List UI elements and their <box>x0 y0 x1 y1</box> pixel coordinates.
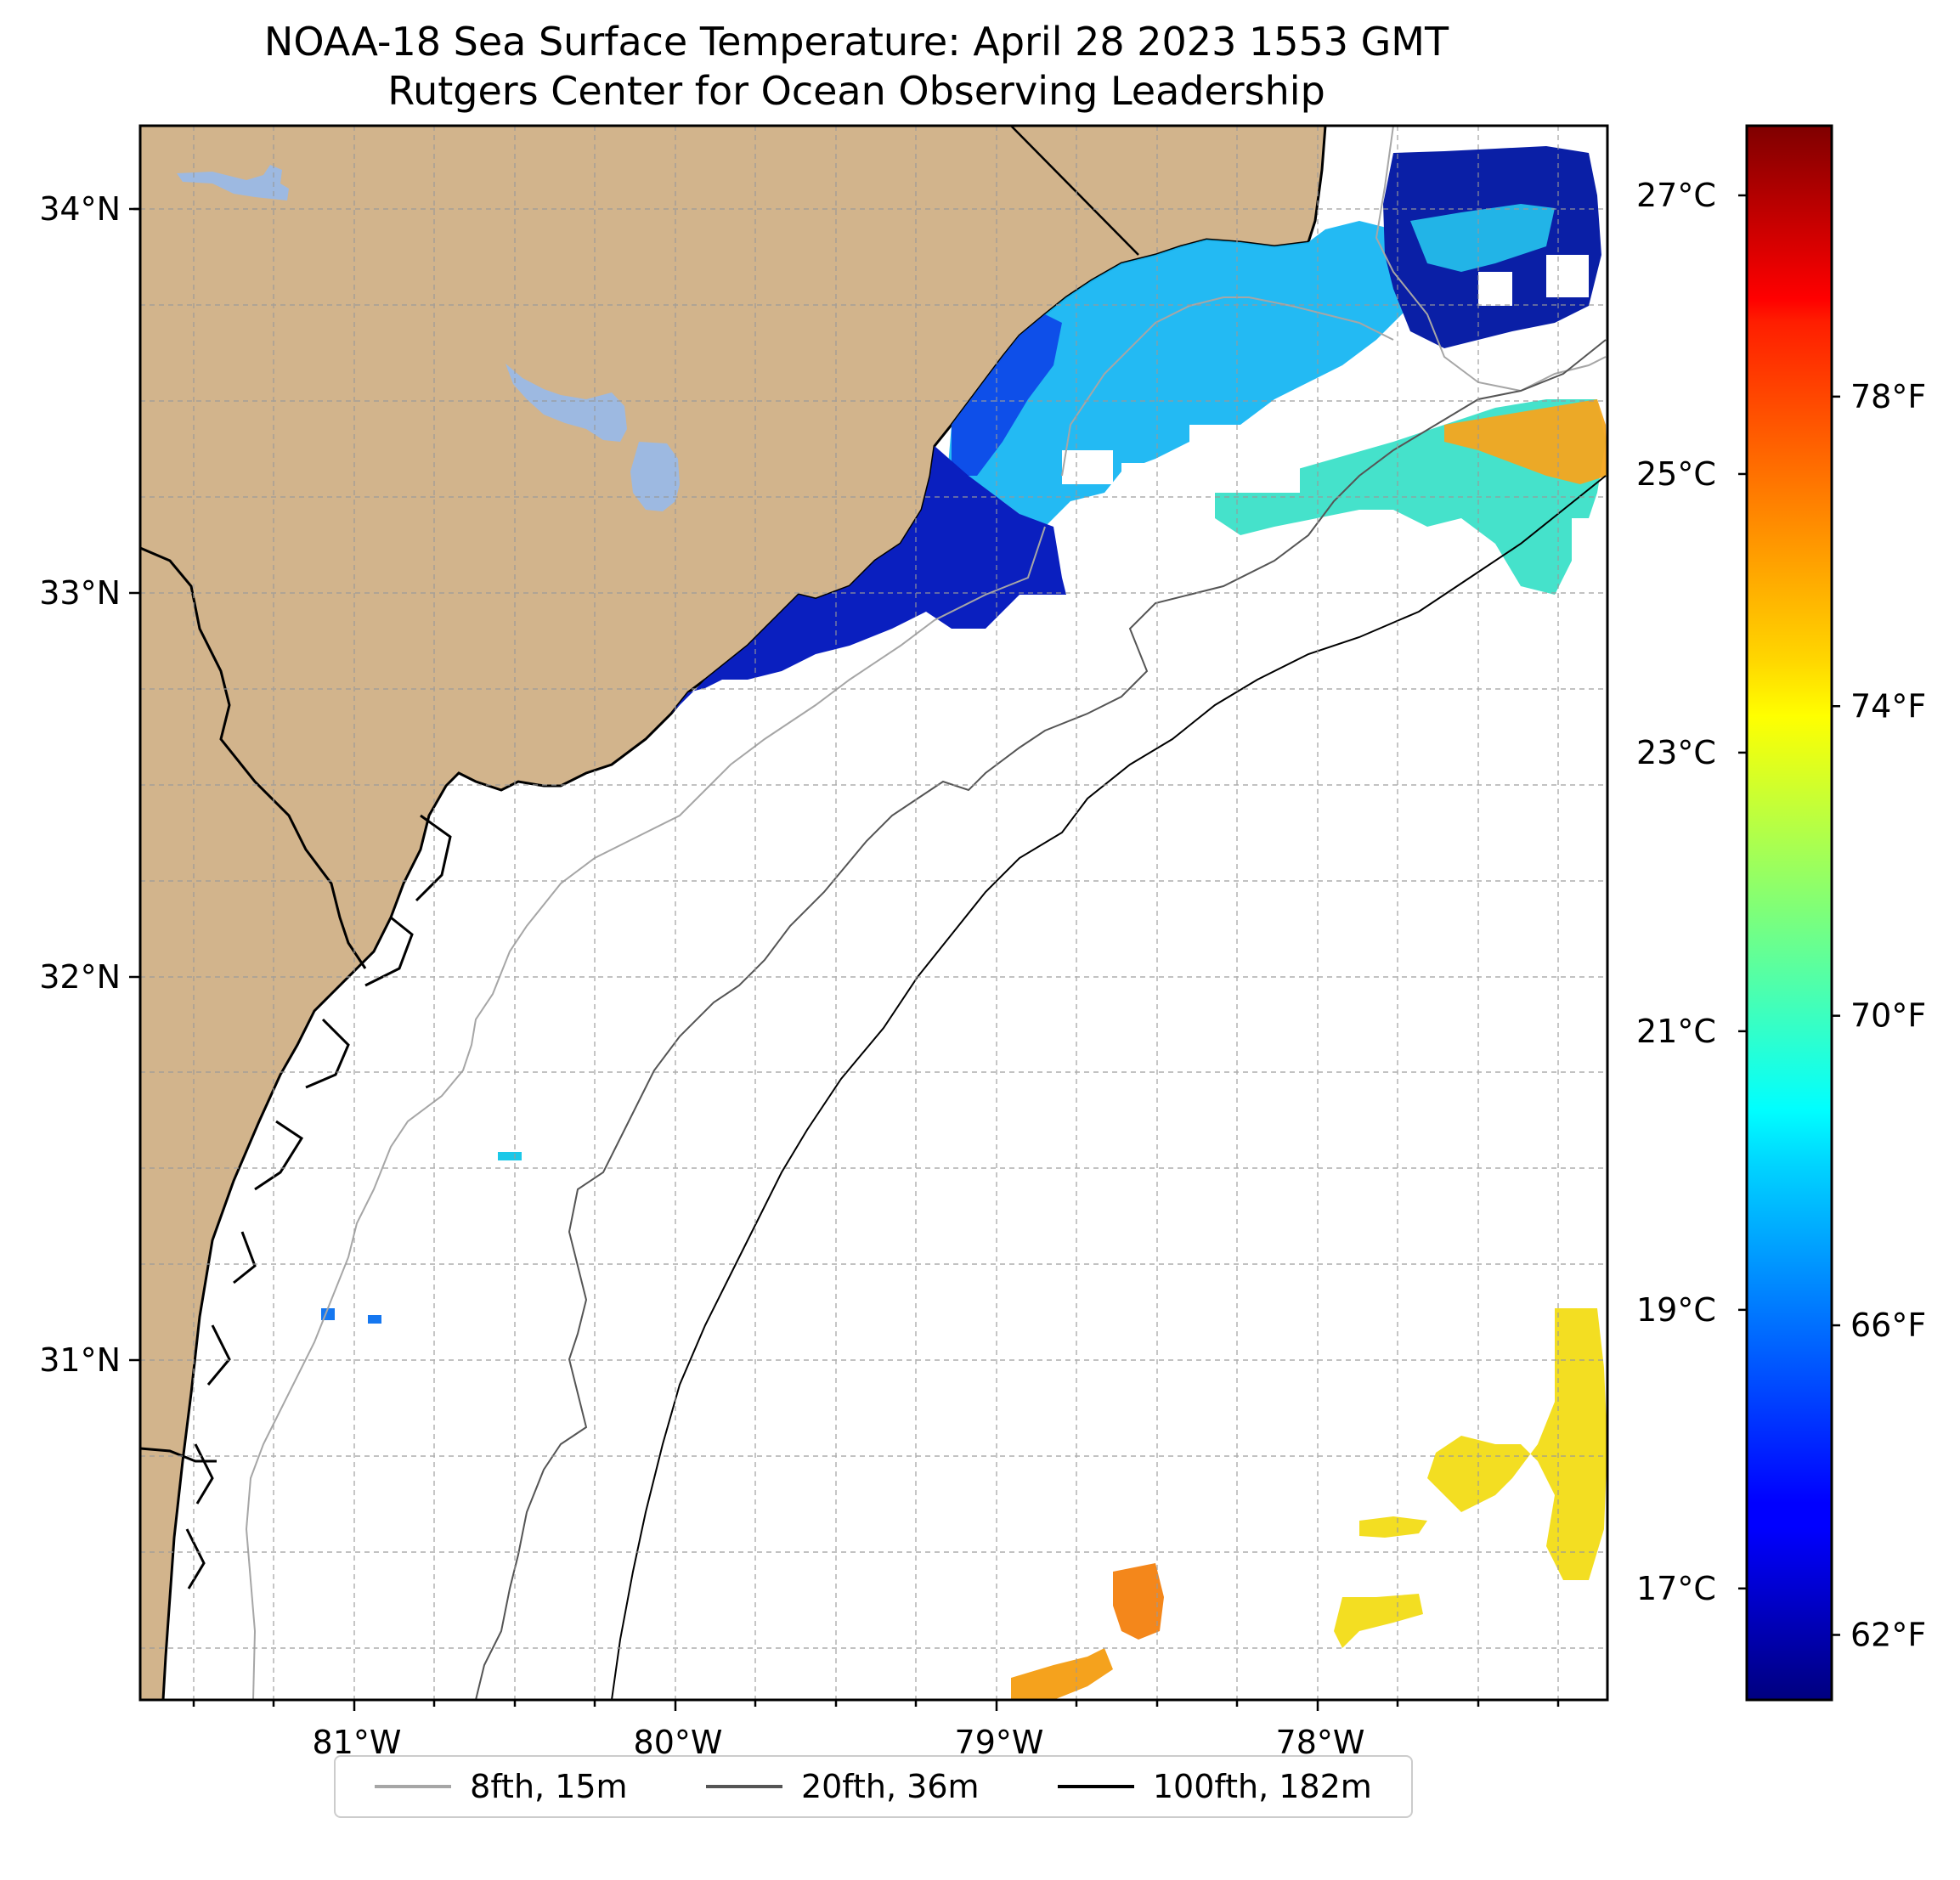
sst-patch-gulf-stream <box>1444 399 1607 484</box>
colorbar-celsius-label: 27°C <box>1636 177 1716 214</box>
map-area <box>129 124 1609 1711</box>
colorbar-fahrenheit-label: 66°F <box>1850 1307 1926 1344</box>
lat-tick-label: 33°N <box>39 574 121 612</box>
lon-tick-label: 79°W <box>955 1724 1044 1761</box>
legend-item-20fth: 20fth, 36m <box>705 1768 980 1805</box>
gridlines <box>140 126 1607 1700</box>
bathymetry-contours <box>245 126 1607 1700</box>
lat-tick-label: 34°N <box>39 190 121 228</box>
map-frame <box>138 124 1609 1702</box>
state-border <box>1010 126 1139 256</box>
lon-tick-label: 80°W <box>634 1724 723 1761</box>
sst-patch-southeast <box>1427 1308 1607 1580</box>
colorbar-celsius-axis: 17°C 19°C 21°C 23°C 25°C 27°C <box>1636 177 1747 1607</box>
lat-tick-labels: 34°N 33°N 32°N 31°N <box>39 190 121 1379</box>
lon-tick-label: 81°W <box>313 1724 402 1761</box>
cloud-gaps <box>1062 255 1606 561</box>
colorbar-fahrenheit-label: 74°F <box>1850 687 1926 725</box>
land-mass <box>140 126 1325 1700</box>
legend: 8fth, 15m 20fth, 36m 100fth, 182m <box>334 1755 1413 1818</box>
colorbar-gradient <box>1745 124 1833 1702</box>
lon-tick-labels: 81°W 80°W 79°W 78°W <box>313 1724 1365 1761</box>
sst-patch-near-80-5w <box>498 1152 522 1160</box>
lake-marion <box>506 364 627 442</box>
tick-marks <box>129 207 1560 1711</box>
sst-patch-east-small <box>1334 1516 1427 1648</box>
legend-label: 8fth, 15m <box>470 1768 628 1805</box>
chart-title: NOAA-18 Sea Surface Temperature: April 2… <box>263 19 1449 65</box>
sst-patch-south-orange <box>1113 1563 1164 1640</box>
colorbar-celsius-label: 21°C <box>1636 1013 1716 1050</box>
legend-swatch <box>705 1785 782 1788</box>
colorbar-fahrenheit-label: 78°F <box>1850 378 1926 415</box>
contour-182m <box>611 475 1607 1700</box>
colorbar-celsius-label: 17°C <box>1636 1570 1716 1607</box>
sst-patch-charleston <box>671 446 1066 714</box>
lake-moultrie <box>630 442 680 511</box>
lon-tick-label: 78°W <box>1276 1724 1365 1761</box>
legend-item-100fth: 100fth, 182m <box>1057 1768 1372 1805</box>
sst-patches <box>321 146 1607 1700</box>
colorbar-celsius-label: 25°C <box>1636 455 1716 493</box>
lake-top <box>177 165 289 200</box>
sst-patch-south-small <box>1011 1648 1113 1700</box>
legend-swatch <box>1057 1785 1134 1788</box>
contour-36m <box>475 339 1607 1700</box>
lat-tick-label: 31°N <box>39 1341 121 1379</box>
colorbar-fahrenheit-label: 62°F <box>1850 1616 1926 1653</box>
sst-patch-long-bay-dark <box>952 314 1062 476</box>
colorbar: 17°C 19°C 21°C 23°C 25°C 27°C 62°F 66°F 70°F 74°… <box>1636 124 1926 1702</box>
sst-patch-near-81w-b <box>368 1315 381 1324</box>
colorbar-fahrenheit-axis: 62°F 66°F 70°F 74°F 78°F <box>1832 378 1926 1653</box>
legend-label: 100fth, 182m <box>1152 1768 1372 1805</box>
colorbar-fahrenheit-label: 70°F <box>1850 997 1926 1035</box>
colorbar-celsius-label: 19°C <box>1636 1291 1716 1329</box>
legend-label: 20fth, 36m <box>800 1768 980 1805</box>
legend-swatch <box>375 1785 452 1788</box>
legend-item-8fth: 8fth, 15m <box>375 1768 628 1805</box>
barrier-islands <box>185 814 452 1589</box>
chart-subtitle: Rutgers Center for Ocean Observing Leade… <box>387 68 1325 114</box>
colorbar-celsius-label: 23°C <box>1636 734 1716 771</box>
lat-tick-label: 32°N <box>39 958 121 996</box>
sst-patch-offshore-cyan <box>1410 204 1555 272</box>
